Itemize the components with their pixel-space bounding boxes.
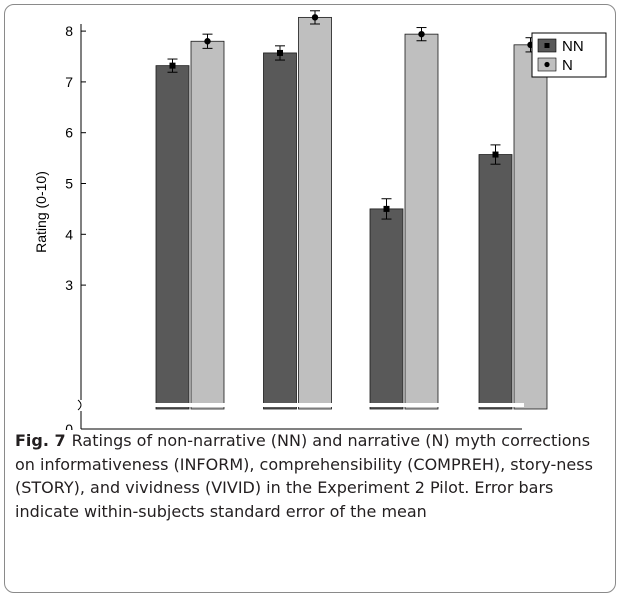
- y-tick-label: 5: [65, 176, 73, 192]
- bar-n-compreh: [298, 16, 332, 410]
- legend-marker-square-icon: [544, 43, 550, 48]
- bar-nn-story: [369, 208, 404, 410]
- y-tick-label: 8: [65, 23, 73, 39]
- axis-break-band: [73, 403, 524, 407]
- marker-circle-icon: [418, 30, 425, 38]
- legend: NN N: [531, 32, 607, 78]
- caption-text: Ratings of non-narrative (NN) and narrat…: [15, 431, 593, 521]
- legend-marker-circle-icon: [544, 61, 550, 68]
- marker-circle-icon: [204, 38, 211, 45]
- marker-square-icon: [492, 151, 499, 158]
- y-tick-label: 6: [65, 125, 73, 141]
- y-tick-label: 3: [65, 277, 73, 293]
- error-bars-layer: [167, 10, 536, 220]
- axes-layer: 0345678910INFORMCOMPREHSTORYVIVID: [65, 23, 524, 430]
- axis-break-icon: [77, 399, 82, 411]
- y-axis-label: Rating (0-10): [33, 171, 49, 253]
- bar-n-vivid: [513, 44, 548, 410]
- marker-square-icon: [383, 205, 390, 212]
- bar-n-inform: [190, 40, 225, 410]
- bar-n-story: [404, 33, 439, 410]
- y-tick-label: 0: [65, 421, 73, 430]
- marker-square-icon: [277, 49, 283, 56]
- figure-label: Fig. 7: [15, 431, 66, 450]
- y-tick-label: 7: [65, 74, 73, 90]
- marker-square-icon: [169, 62, 176, 69]
- bar-chart: 0345678910INFORMCOMPREHSTORYVIVID Rating…: [33, 10, 607, 430]
- bar-nn-vivid: [478, 154, 513, 410]
- marker-circle-icon: [311, 14, 319, 21]
- bar-nn-compreh: [263, 52, 297, 410]
- figure-caption: Fig. 7 Ratings of non-narrative (NN) and …: [15, 429, 605, 523]
- y-tick-label: 4: [65, 226, 73, 242]
- legend-label-nn: NN: [562, 38, 584, 55]
- legend-label-n: N: [562, 57, 573, 74]
- bar-nn-inform: [155, 65, 190, 410]
- bars-layer: [155, 16, 548, 410]
